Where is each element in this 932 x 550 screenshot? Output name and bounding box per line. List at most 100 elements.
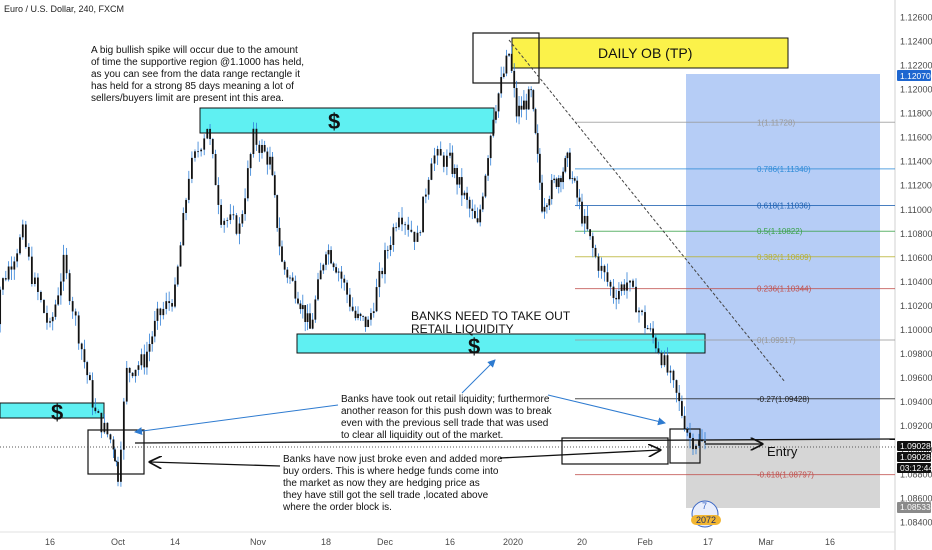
time-tick-label: Feb (637, 537, 653, 547)
svg-text:to clear all liquidity out of: to clear all liquidity out of the market… (341, 430, 503, 441)
time-axis[interactable]: 16 Oct 14 Nov 18 Dec 16 2020 20 Feb 17 Mar 16 (45, 537, 835, 547)
candle-body (261, 144, 263, 153)
candle-body (704, 441, 706, 443)
candle-body (606, 272, 609, 282)
supply-zone-top[interactable] (199, 107, 495, 134)
candle-body (88, 375, 91, 381)
candle-body (644, 312, 646, 329)
time-tick-label: 17 (703, 537, 713, 547)
candle-body (241, 214, 244, 224)
candle-body (663, 355, 666, 366)
trend-line-dashed[interactable] (508, 39, 786, 383)
candle-body (206, 128, 209, 139)
candle-body (652, 328, 654, 338)
candle-body (497, 93, 500, 112)
banks-need-note: BANKS NEED TO TAKE OUT RETAIL LIQUIDITY (411, 309, 571, 336)
candle-body (632, 280, 634, 287)
candle-body (615, 297, 618, 300)
candle-body (560, 178, 562, 183)
candle-body (83, 349, 86, 363)
fibonacci-levels[interactable]: 1(1.11728) 0.786(1.11340) 0.618(1.11036) 0.… (575, 118, 895, 480)
candle-body (309, 313, 311, 329)
candle-body (407, 224, 410, 230)
price-tick-label: 1.11400 (900, 157, 932, 167)
candle-body (49, 321, 51, 323)
candle-body (578, 197, 581, 202)
candle-body (476, 218, 479, 223)
support-zone-mid[interactable] (296, 333, 706, 354)
candle-body (4, 278, 7, 280)
candle-body (24, 224, 27, 247)
candle-body (159, 308, 162, 316)
candle-body (185, 199, 187, 213)
candle-body (306, 313, 309, 322)
candle-body (0, 289, 2, 325)
candle-body (114, 449, 116, 462)
candle-body (182, 212, 185, 246)
candle-body (678, 392, 681, 402)
candle-body (151, 336, 154, 345)
candle-body (568, 152, 571, 180)
price-tick-label: 1.11200 (900, 181, 932, 191)
price-tick-label: 1.09200 (900, 421, 932, 431)
candle-body (620, 284, 623, 291)
candle-body (332, 263, 335, 268)
spike-note: A big bullish spike will occur due to th… (91, 45, 304, 104)
candle-body (479, 209, 482, 223)
candle-body (424, 194, 427, 197)
price-tick-label: 1.09600 (900, 373, 932, 383)
candle-body (681, 401, 683, 416)
candle-body (534, 109, 537, 134)
price-tick-label: 1.10600 (900, 253, 932, 263)
candle-body (543, 206, 546, 212)
candle-body (91, 380, 94, 408)
candle-body (304, 305, 307, 322)
candle-body (442, 155, 445, 167)
candle-body (557, 178, 560, 187)
candle-body (337, 271, 340, 273)
candle-body (484, 175, 487, 197)
candle-body (203, 138, 206, 150)
candle-body (229, 214, 232, 220)
badge-bottom-number: 2072 (696, 515, 716, 525)
price-axis[interactable]: 1.12600 1.12400 1.12200 1.12000 1.11800 1.116… (900, 12, 932, 527)
candle-body (527, 89, 530, 110)
candle-body (654, 337, 657, 349)
time-tick-label: 14 (170, 537, 180, 547)
candle-body (343, 278, 346, 283)
candle-body (449, 152, 451, 156)
price-tick-label: 1.11000 (900, 205, 932, 215)
candle-body (103, 422, 106, 433)
candle-body (174, 284, 176, 307)
candle-body (404, 224, 407, 226)
svg-text:buy orders. This is where hedg: buy orders. This is where hedge funds co… (283, 466, 499, 477)
support-zone-left[interactable] (0, 402, 105, 419)
time-tick-label: Oct (111, 537, 126, 547)
candle-body (562, 171, 565, 183)
candle-body (46, 312, 48, 323)
candle-body (460, 177, 463, 196)
user-badge[interactable]: 7 2072 (691, 500, 721, 528)
candle-body (115, 461, 118, 463)
fib-level-label: 1(1.11728) (757, 118, 795, 127)
candle-body (335, 267, 338, 273)
price-tick-label: 1.12400 (900, 36, 932, 46)
candle-body (370, 313, 372, 320)
candle-body (532, 90, 535, 110)
candle-body (276, 195, 279, 228)
candle-body (263, 144, 266, 152)
candle-body (530, 89, 533, 91)
banks-took-note: Banks have took out retail liquidity; fu… (341, 394, 553, 441)
candle-body (273, 175, 276, 196)
candle-body (327, 250, 330, 255)
candle-body (669, 370, 672, 373)
candle-body (463, 192, 466, 196)
candle-body (209, 128, 211, 140)
right-low-box[interactable] (561, 437, 669, 465)
entry-line-upper[interactable] (134, 438, 896, 444)
candle-body (427, 179, 430, 195)
left-low-box[interactable] (87, 429, 145, 475)
candle-body (246, 168, 249, 199)
spike-outline-box[interactable] (472, 32, 540, 84)
